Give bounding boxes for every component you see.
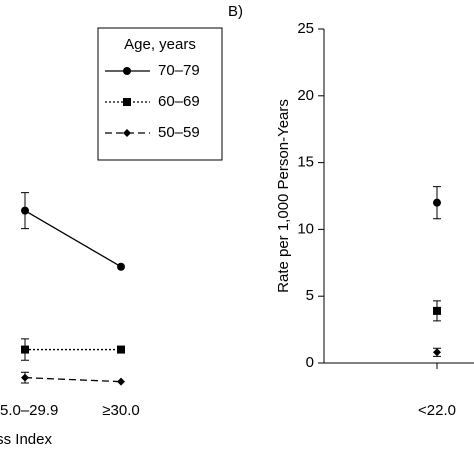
y-tick-label: 20 [297,87,314,104]
marker [433,198,441,207]
legend-box [97,27,223,161]
marker [117,262,125,271]
y-axis-label: Rate per 1,000 Person-Years [275,99,292,293]
legend-label: 50–59 [158,124,200,141]
legend-label: 70–79 [158,62,200,79]
marker [21,373,29,382]
series-line [24,376,122,383]
marker [21,345,29,354]
legend-label: 60–69 [158,93,200,110]
y-tick-label: 25 [297,20,314,37]
y-tick-label: 0 [306,354,314,371]
marker [123,67,131,75]
marker [433,306,441,315]
y-tick-label: 5 [306,287,314,304]
x-tick-label: ≥30.0 [102,402,139,419]
series-line [24,210,122,268]
marker [433,348,441,357]
marker [123,129,131,137]
x-tick-label: <22.0 [418,402,456,419]
x-axis-label: Body Mass Index [0,431,52,448]
marker [21,206,29,215]
x-tick-label: 25.0–29.9 [0,402,58,419]
y-tick-label: 15 [297,154,314,171]
y-tick-label: 10 [297,220,314,237]
marker [123,98,131,106]
legend-title: Age, years [124,36,196,53]
marker [117,377,125,386]
marker [117,345,125,354]
panel-label: B) [228,3,243,20]
